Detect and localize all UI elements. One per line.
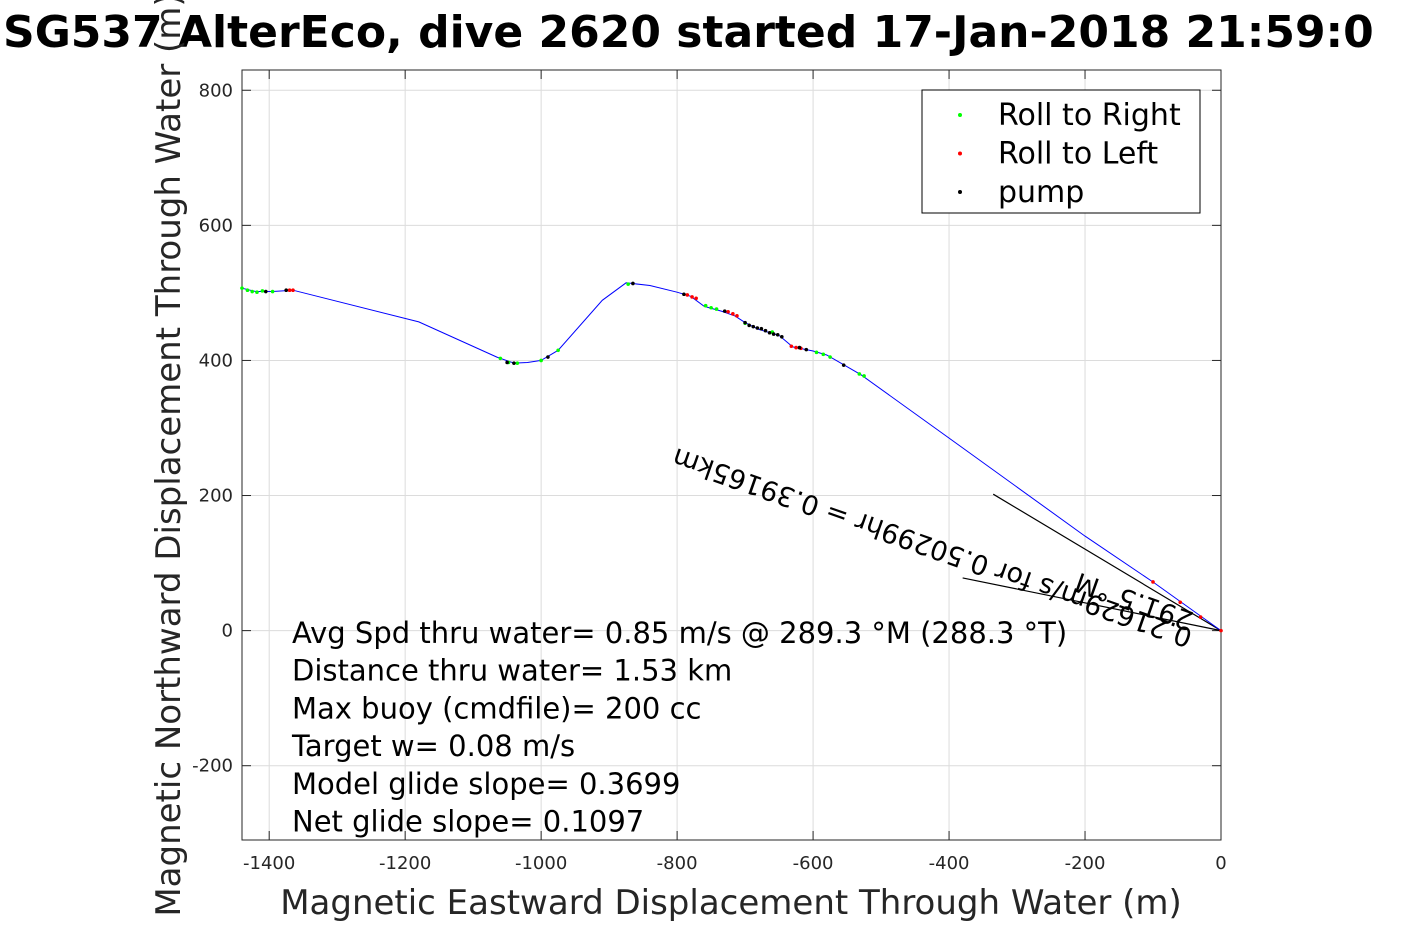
roll-to-right-point: [260, 289, 265, 293]
x-tick-label: -1400: [243, 853, 295, 874]
roll-to-left-point: [685, 293, 690, 297]
roll-to-left-point: [287, 288, 292, 292]
pump-point: [771, 332, 776, 336]
stat-line: Target w= 0.08 m/s: [291, 729, 575, 763]
roll-to-left-point: [726, 310, 730, 314]
x-tick-label: -200: [1065, 853, 1106, 874]
roll-to-right-point: [255, 290, 259, 295]
dive-track-line: [241, 282, 1222, 632]
pump-point: [682, 292, 686, 297]
pump-point: [804, 347, 809, 352]
roll-to-left-point: [1178, 600, 1183, 605]
pump-point: [284, 288, 288, 292]
stat-line: Avg Spd thru water= 0.85 m/s @ 289.3 °M …: [292, 616, 1067, 650]
roll-to-left-point: [1198, 615, 1203, 619]
y-tick-label: 800: [199, 80, 233, 101]
pump-point: [743, 320, 747, 325]
x-tick-label: -800: [657, 853, 698, 874]
roll-to-left-point: [1151, 580, 1155, 584]
roll-to-left-point: [291, 288, 295, 292]
data-points: [240, 281, 1223, 633]
pump-point: [841, 363, 846, 367]
pump-point: [759, 326, 764, 331]
roll-to-right-point: [821, 352, 826, 357]
roll-to-right-point: [270, 289, 275, 294]
pump-point: [546, 355, 550, 359]
roll-to-right-point: [250, 289, 254, 294]
y-tick-label: 0: [222, 621, 233, 642]
stat-line: Net glide slope= 0.1097: [292, 805, 644, 839]
roll-to-right-point: [709, 305, 713, 310]
pump-point: [631, 281, 635, 286]
x-tick-label: -1200: [379, 853, 431, 874]
roll-to-right-point: [814, 350, 819, 355]
y-tick-label: -200: [192, 756, 233, 777]
legend-label-pump: pump: [998, 175, 1084, 210]
roll-to-right-point: [539, 358, 543, 363]
roll-to-right-point: [714, 307, 719, 311]
dive-track: [241, 282, 1222, 632]
roll-to-right-point: [862, 374, 866, 378]
y-tick-label: 200: [199, 486, 233, 507]
current-vector-line: [992, 493, 1222, 632]
pump-point: [505, 360, 509, 365]
legend-marker-roll-to-left: [958, 151, 962, 156]
pump-point: [722, 309, 727, 313]
roll-to-right-point: [498, 356, 503, 361]
x-tick-label: -600: [793, 853, 834, 874]
legend-marker-pump: [958, 190, 962, 194]
roll-to-left-point: [731, 312, 735, 316]
pump-point: [767, 330, 772, 335]
legend-label-roll-to-left: Roll to Left: [998, 137, 1158, 172]
pump-point: [755, 326, 760, 330]
pump-point: [263, 289, 268, 294]
roll-to-left-point: [694, 296, 698, 301]
pump-point: [780, 334, 784, 339]
x-axis-label: Magnetic Eastward Displacement Through W…: [280, 883, 1182, 923]
roll-to-right-point: [857, 372, 862, 376]
roll-to-right-point: [240, 286, 244, 290]
roll-to-right-point: [245, 288, 250, 292]
pump-point: [775, 332, 780, 337]
y-axis-ticks: -200 0 200 400 600 800: [192, 80, 1221, 777]
roll-to-left-point: [794, 345, 798, 350]
roll-to-right-point: [556, 348, 560, 353]
current-vectors: [962, 493, 1222, 632]
current-vector-line: [962, 577, 1222, 632]
y-tick-label: 400: [199, 350, 233, 371]
chart-title: SG537 AlterEco, dive 2620 started 17-Jan…: [3, 7, 1374, 58]
roll-to-left-point: [735, 314, 739, 318]
roll-to-right-point: [515, 361, 520, 365]
roll-to-left-point: [1219, 628, 1223, 633]
stats-annotations: Avg Spd thru water= 0.85 m/s @ 289.3 °M …: [291, 616, 1067, 839]
x-tick-label: -1000: [515, 853, 567, 874]
x-tick-label: 0: [1215, 853, 1226, 874]
pump-point: [763, 328, 768, 333]
y-tick-label: 600: [199, 215, 233, 236]
plot-area: [241, 69, 1222, 841]
legend-marker-roll-to-right: [958, 113, 962, 117]
legend-box: [921, 89, 1201, 214]
roll-to-right-point: [626, 282, 630, 286]
roll-to-left-point: [690, 295, 694, 299]
pump-point: [797, 345, 802, 350]
legend-label-roll-to-right: Roll to Right: [998, 98, 1181, 133]
pump-point: [747, 323, 751, 328]
roll-to-right-point: [828, 355, 832, 359]
pump-point: [751, 324, 756, 329]
x-axis-ticks: -1400 -1200 -1000 -800 -600 -400 -200 0: [243, 70, 1227, 874]
x-tick-label: -400: [929, 853, 970, 874]
pump-point: [512, 361, 516, 365]
stat-line: Model glide slope= 0.3699: [292, 767, 680, 801]
stat-line: Max buoy (cmdfile)= 200 cc: [292, 691, 701, 725]
roll-to-right-point: [703, 303, 708, 308]
roll-to-left-point: [789, 344, 794, 349]
stat-line: Distance thru water= 1.53 km: [292, 654, 732, 688]
y-axis-label: Magnetic Northward Displacement Through …: [149, 0, 189, 917]
